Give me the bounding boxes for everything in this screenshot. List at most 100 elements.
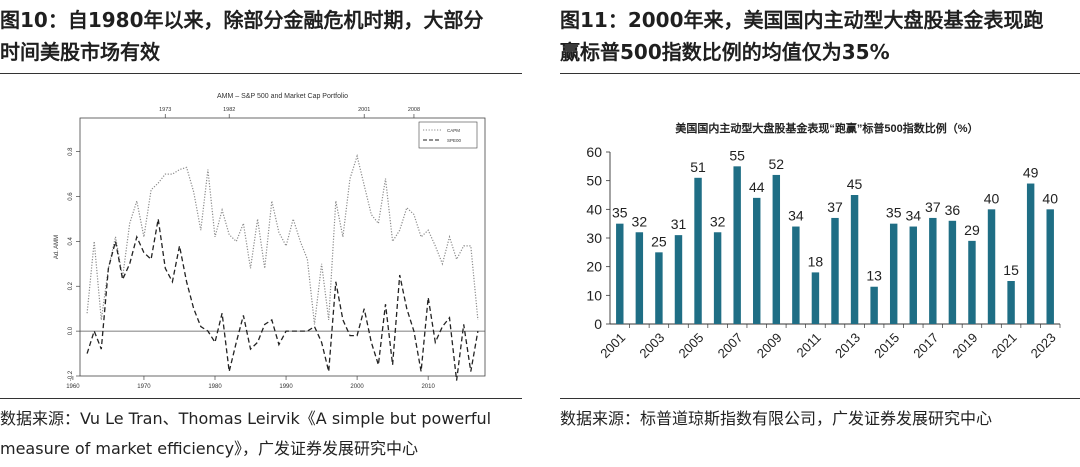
outperform-bar-chart: 美国国内主动型大盘股基金表现“跑赢”标普500指数比例（%） 0 10 20 30 40 5…: [586, 121, 1061, 361]
bar-value-label: 51: [690, 159, 706, 175]
bar-2014: [870, 286, 878, 324]
bar-2001: [616, 223, 624, 324]
y-tick-label: -0.2: [68, 370, 74, 381]
bar-value-label: 35: [612, 205, 628, 221]
bar-value-label: 37: [925, 199, 941, 215]
bar-2022: [1026, 183, 1035, 324]
y-tick-label: 50: [586, 173, 602, 189]
left-figure-title: 图10：自1980年以来，除部分金融危机时期，大部分 时间美股市场有效: [0, 4, 520, 68]
top-tick-label: 2008: [408, 107, 420, 113]
line-chart-frame: [79, 117, 486, 377]
y-tick-label: 10: [586, 287, 602, 303]
bar-value-label: 52: [769, 156, 785, 172]
y-tick-label: 0.8: [68, 147, 74, 156]
y-axis-label: Ad. AMM: [54, 235, 60, 259]
right-top-rule: [560, 73, 1080, 74]
x-tick-label: 2009: [754, 330, 785, 361]
bar-value-label: 32: [632, 213, 648, 229]
y-tick-label: 0.0: [68, 326, 74, 335]
top-tick-label: 2001: [358, 107, 370, 113]
left-figure-title-line2: 时间美股市场有效: [0, 40, 160, 64]
bar-2015: [889, 223, 898, 324]
amm-line-chart: AMM – S&P 500 and Market Cap Portfolio 19…: [54, 93, 486, 390]
legend-box: [418, 121, 478, 149]
bar-2010: [792, 226, 800, 324]
y-tick-label: 20: [586, 259, 602, 275]
left-top-rule: [0, 73, 522, 74]
left-source-note: 数据来源：Vu Le Tran、Thomas Leirvik《A simple …: [0, 404, 530, 464]
y-tick-label: 0.2: [68, 281, 74, 290]
y-tick-label: 60: [586, 144, 602, 160]
y-tick-label: 0: [594, 316, 602, 332]
legend-label: SPE00: [447, 138, 462, 143]
x-tick-label: 2021: [989, 330, 1020, 361]
x-tick-label: 2010: [421, 384, 435, 390]
right-figure-title-line1: 图11：2000年来，美国国内主动型大盘股基金表现跑: [560, 8, 1044, 32]
y-tick-label: 40: [586, 201, 602, 217]
bar-value-label: 37: [827, 199, 843, 215]
y-tick-label: 30: [586, 230, 602, 246]
y-tick-label: 0.6: [68, 192, 74, 201]
left-figure-title-line1: 图10：自1980年以来，除部分金融危机时期，大部分: [0, 8, 484, 32]
x-tick-label: 2023: [1028, 330, 1059, 361]
series-line-spe00: [86, 218, 479, 381]
right-figure-title-line2: 赢标普500指数比例的均值仅为35%: [560, 40, 890, 64]
bar-value-label: 40: [1042, 190, 1058, 206]
bar-2021: [1007, 281, 1015, 324]
bar-chart-title: 美国国内主动型大盘股基金表现“跑赢”标普500指数比例（%）: [675, 121, 978, 135]
bar-2013: [850, 195, 859, 324]
top-tick-label: 1982: [223, 107, 235, 113]
x-tick-label: 2019: [949, 330, 980, 361]
bar-value-label: 40: [984, 190, 1000, 206]
bar-2003: [655, 252, 663, 324]
x-tick-label: 2003: [636, 330, 667, 361]
bar-value-label: 34: [905, 208, 921, 224]
bar-value-label: 13: [866, 268, 882, 284]
bar-value-label: 55: [729, 147, 745, 163]
bar-value-label: 32: [710, 213, 726, 229]
bar-2020: [987, 209, 996, 324]
bar-value-label: 45: [847, 176, 863, 192]
x-tick-label: 2017: [910, 330, 941, 361]
bar-2023: [1046, 209, 1054, 324]
x-tick-label: 2011: [794, 330, 824, 360]
bar-2018: [948, 220, 957, 324]
bar-2008: [753, 197, 761, 324]
bar-2016: [909, 226, 917, 324]
bar-2012: [831, 217, 839, 324]
x-tick-label: 1990: [279, 384, 293, 390]
bar-value-label: 49: [1023, 165, 1039, 181]
bar-value-label: 15: [1003, 262, 1019, 278]
bar-2007: [733, 166, 741, 324]
bar-value-label: 44: [749, 179, 765, 195]
bar-value-label: 25: [651, 233, 667, 249]
top-tick-label: 1973: [159, 107, 171, 113]
bar-2002: [635, 232, 644, 324]
right-figure-title: 图11：2000年来，美国国内主动型大盘股基金表现跑 赢标普500指数比例的均值…: [560, 4, 1080, 68]
bar-2009: [772, 174, 781, 324]
bar-2005: [694, 177, 702, 324]
legend-label: CAPM: [447, 128, 460, 133]
x-tick-label: 1970: [137, 384, 151, 390]
bar-value-label: 34: [788, 208, 804, 224]
left-source-line1: 数据来源：Vu Le Tran、Thomas Leirvik《A simple …: [0, 409, 492, 428]
bar-value-label: 36: [945, 202, 961, 218]
x-tick-label: 2007: [715, 330, 746, 361]
bar-2017: [929, 217, 937, 324]
x-tick-label: 2015: [871, 330, 902, 361]
x-tick-label: 1980: [208, 384, 222, 390]
bar-value-label: 29: [964, 222, 980, 238]
bar-value-label: 31: [671, 216, 687, 232]
x-tick-label: 2005: [675, 330, 706, 361]
bar-2006: [713, 232, 722, 324]
y-tick-label: 0.4: [68, 237, 74, 246]
series-line-capm: [86, 153, 479, 325]
bar-value-label: 18: [808, 253, 824, 269]
right-bottom-rule: [560, 398, 1080, 399]
left-bottom-rule: [0, 398, 522, 399]
bar-2019: [968, 240, 976, 324]
left-source-line2: measure of market efficiency》，广发证券发展研究中心: [0, 439, 419, 458]
right-source-note: 数据来源：标普道琼斯指数有限公司，广发证券发展研究中心: [560, 409, 993, 428]
bar-2011: [811, 272, 820, 324]
x-tick-label: 2013: [832, 330, 863, 361]
